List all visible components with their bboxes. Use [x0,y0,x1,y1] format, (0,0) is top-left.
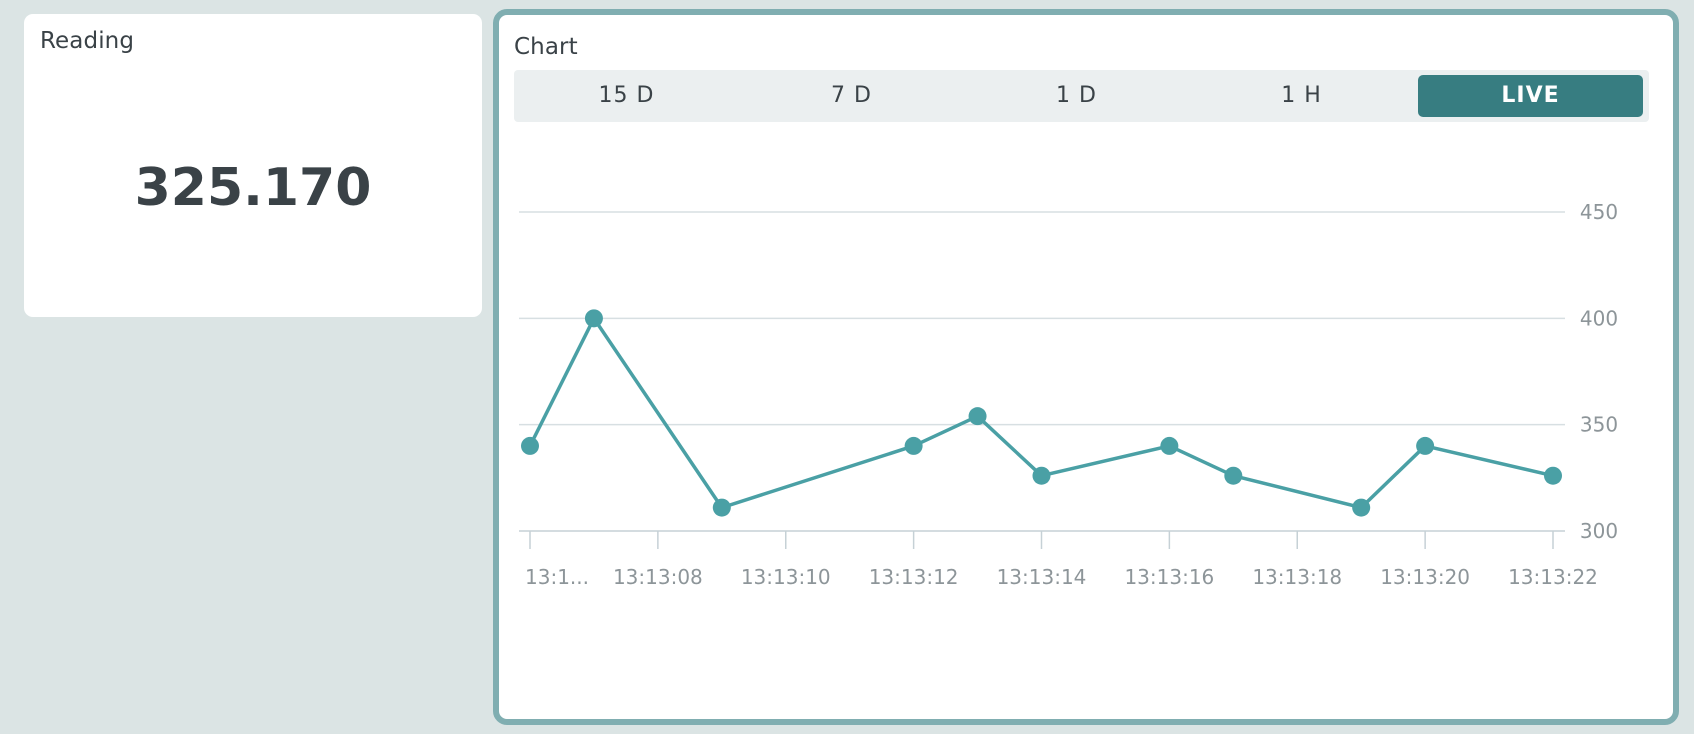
x-tick-label: 13:1... [525,565,589,589]
data-point [1544,466,1562,485]
range-1d-button[interactable]: 1 D [1056,83,1097,108]
x-tick-label: 13:13:14 [997,565,1087,589]
range-15d-button[interactable]: 15 D [598,83,655,108]
y-tick-label: 450 [1580,200,1618,224]
y-tick-label: 300 [1580,519,1618,543]
x-tick-label: 13:13:20 [1380,565,1470,589]
y-tick-label: 400 [1580,306,1618,330]
time-range-selector: 15 D 7 D 1 D 1 H LIVE [514,70,1649,122]
data-point [1224,466,1243,485]
line-chart: 300 350 400 450 13:1... 13:13:08 13:13:10 13:13… [519,200,1618,589]
x-tick-label: 13:13:16 [1124,565,1214,589]
data-point [1416,436,1435,455]
chart-title: Chart [514,34,578,60]
data-point [584,309,603,328]
range-live-button[interactable]: LIVE [1418,75,1643,117]
x-tick-label: 13:13:12 [869,565,959,589]
reading-widget: Reading 325.170 [24,14,482,317]
x-tick-label: 13:13:08 [613,565,703,589]
x-tick-label: 13:13:18 [1252,565,1342,589]
data-point [521,436,539,455]
data-point [904,436,923,455]
data-point [1352,498,1371,517]
y-tick-label: 350 [1580,413,1618,437]
x-tick-label: 13:13:10 [741,565,831,589]
data-point [712,498,731,517]
data-point [968,407,987,426]
range-7d-button[interactable]: 7 D [831,83,872,108]
range-1h-button[interactable]: 1 H [1281,83,1322,108]
data-point [1032,466,1051,485]
chart-widget: Chart 15 D 7 D 1 D 1 H LIVE 300 350 400 450… [493,9,1679,725]
x-tick-label: 13:13:22 [1508,565,1598,589]
reading-title: Reading [40,28,135,54]
reading-value: 325.170 [134,158,372,218]
data-point [1160,436,1179,455]
